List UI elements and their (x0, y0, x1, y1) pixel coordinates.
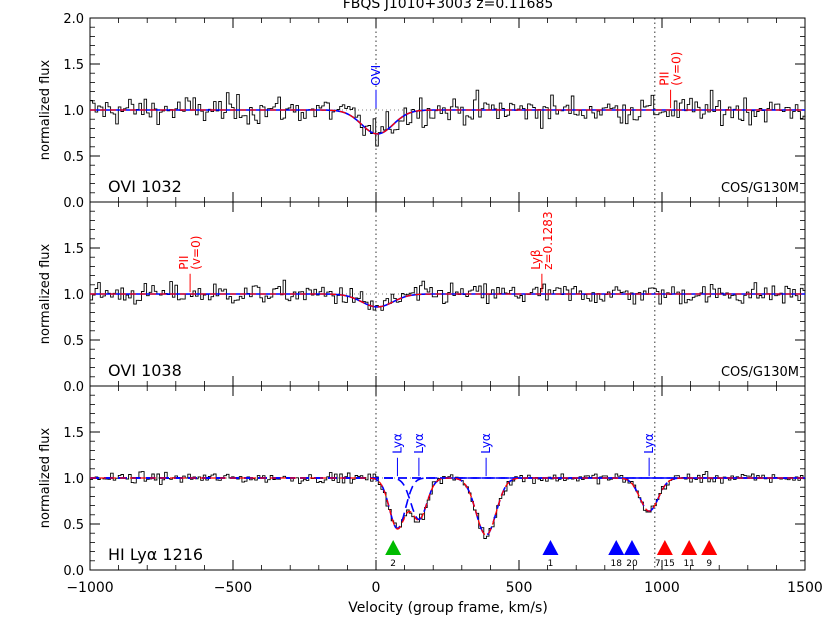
instrument-label: COS/G130M (721, 365, 799, 380)
line-id-label: (v=0) (189, 236, 203, 270)
y-tick-label: 0.5 (63, 518, 84, 533)
total-fit-series (90, 477, 805, 536)
x-tick-label: 1000 (644, 580, 680, 596)
y-tick-label: 1.0 (63, 288, 84, 303)
line-id-label: Lyα (390, 433, 404, 454)
x-axis-label: Velocity (group frame, km/s) (348, 600, 548, 616)
component-fit-series (90, 477, 805, 530)
line-id-label: Lyβ (529, 249, 543, 269)
x-tick-label: 0 (372, 580, 381, 596)
line-id-label: Lyα (412, 433, 426, 454)
component-fit-series (90, 477, 805, 512)
line-id-label: Lyα (479, 433, 493, 454)
line-id-label: (v=0) (670, 52, 684, 86)
galaxy-marker-triangle (656, 540, 673, 555)
instrument-label: COS/G130M (721, 181, 799, 196)
y-tick-label: 1.0 (63, 472, 84, 487)
y-axis-label: normalized flux (38, 243, 53, 344)
panel-2: 0.0 0.5 1.0 1.5 normalized flux PII(v=0) Lyβz=… (38, 201, 806, 395)
galaxy-marker-triangle (681, 540, 698, 555)
galaxy-marker-label: 2 (390, 559, 396, 569)
component-fit-series (90, 477, 805, 521)
galaxy-marker-label: 1 (548, 559, 554, 569)
y-tick-label: 0.5 (63, 334, 84, 349)
panel-3: 0.0 0.5 1.0 1.5 normalized flux Lyα Lyα Lyα Lyα 2… (38, 385, 806, 579)
galaxy-marker-triangle (701, 540, 718, 555)
galaxy-marker-triangle (542, 540, 559, 555)
line-id-label: z=0.1283 (541, 211, 555, 269)
line-id-label: OVI (369, 65, 383, 86)
chart-title: FBQS J1010+3003 z=0.11685 (343, 0, 554, 12)
galaxy-marker-label: 7,15 (655, 559, 675, 569)
line-id-label: PII (658, 71, 672, 85)
galaxy-marker-triangle (608, 540, 625, 555)
spectrum-data-series (90, 89, 806, 147)
y-tick-label: 1.5 (63, 426, 84, 441)
spectrum-data-series (90, 471, 806, 539)
y-tick-label: 1.0 (63, 104, 84, 119)
y-tick-label: 0.5 (63, 150, 84, 165)
x-tick-label: 500 (506, 580, 533, 596)
component-fit-series (90, 477, 805, 536)
galaxy-marker-triangle (385, 540, 402, 555)
panel-line-label: OVI 1038 (108, 361, 182, 380)
y-axis-label: normalized flux (38, 427, 53, 528)
galaxy-marker-label: 11 (683, 559, 694, 569)
panel-line-label: OVI 1032 (108, 177, 182, 196)
y-tick-label: 2.0 (63, 12, 84, 27)
galaxy-marker-label: 9 (706, 559, 712, 569)
galaxy-marker-label: 20 (626, 559, 638, 569)
panel-line-label: HI Lyα 1216 (108, 545, 203, 564)
y-tick-label: 1.5 (63, 242, 84, 257)
panel-1: 0.0 0.5 1.0 1.5 2.0 normalized flux OVI PII(v=0… (38, 12, 806, 211)
total-fit-series (90, 109, 805, 135)
y-tick-label: 0.0 (63, 380, 84, 395)
total-fit-series (90, 293, 805, 308)
x-tick-label: −1000 (66, 580, 113, 596)
spectrum-data-series (90, 279, 806, 311)
y-tick-label: 0.0 (63, 196, 84, 211)
galaxy-marker-triangle (623, 540, 640, 555)
x-tick-label: 1500 (787, 580, 823, 596)
line-id-label: PII (177, 255, 191, 269)
y-tick-label: 0.0 (63, 564, 84, 579)
y-axis-label: normalized flux (38, 59, 53, 160)
x-tick-label: −500 (214, 580, 252, 596)
y-tick-label: 1.5 (63, 58, 84, 73)
line-id-label: Lyα (642, 433, 656, 454)
galaxy-marker-label: 18 (611, 559, 623, 569)
